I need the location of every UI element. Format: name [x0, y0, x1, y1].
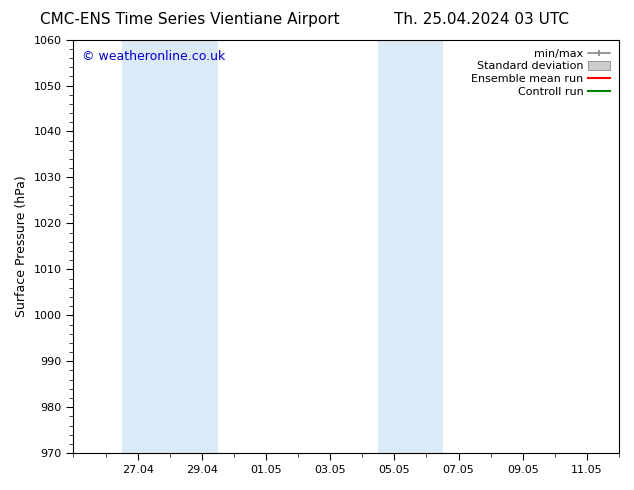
Text: CMC-ENS Time Series Vientiane Airport: CMC-ENS Time Series Vientiane Airport	[41, 12, 340, 27]
Bar	[122, 40, 218, 453]
Text: © weatheronline.co.uk: © weatheronline.co.uk	[82, 50, 225, 63]
Y-axis label: Surface Pressure (hPa): Surface Pressure (hPa)	[15, 175, 28, 317]
Legend: min/max, Standard deviation, Ensemble mean run, Controll run: min/max, Standard deviation, Ensemble me…	[468, 45, 614, 100]
Text: Th. 25.04.2024 03 UTC: Th. 25.04.2024 03 UTC	[394, 12, 569, 27]
Bar	[378, 40, 443, 453]
